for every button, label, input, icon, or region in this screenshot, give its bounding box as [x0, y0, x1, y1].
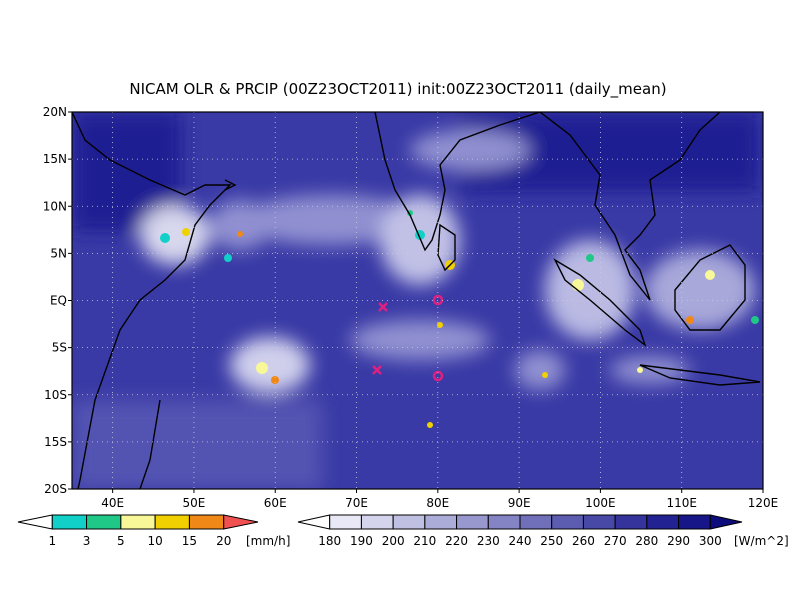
lat-label: 15N	[43, 152, 67, 166]
lon-label: 60E	[264, 496, 287, 510]
colorbar-end	[297, 514, 331, 530]
lat-label: 10N	[43, 199, 67, 213]
colorbar-label: 270	[604, 534, 627, 548]
colorbar-label: 190	[350, 534, 373, 548]
colorbar-label: 1	[48, 534, 56, 548]
colorbar-box	[51, 514, 88, 530]
colorbar-label: 260	[572, 534, 595, 548]
colorbar-box	[646, 514, 680, 530]
lon-label: 70E	[345, 496, 368, 510]
colorbar-box	[614, 514, 648, 530]
colorbar-label: 230	[477, 534, 500, 548]
colorbar-end	[17, 514, 53, 530]
lat-label: 15S	[44, 435, 67, 449]
colorbar-box	[86, 514, 122, 530]
map-field	[72, 112, 763, 489]
graticule	[72, 112, 763, 489]
colorbar-unit: [W/m^2]	[734, 534, 789, 548]
lon-label: 120E	[748, 496, 779, 510]
colorbar-box	[188, 514, 225, 530]
lon-label: 40E	[101, 496, 124, 510]
colorbar-box	[456, 514, 489, 530]
colorbar-label: 15	[182, 534, 197, 548]
lon-label: 80E	[426, 496, 449, 510]
colorbar-box	[424, 514, 458, 530]
colorbar-box	[519, 514, 553, 530]
colorbar-box	[582, 514, 616, 530]
colorbar-label: 210	[413, 534, 436, 548]
lat-label: 10S	[44, 388, 67, 402]
colorbar-label: 10	[148, 534, 163, 548]
colorbar-box	[360, 514, 394, 530]
legends: 1 3 5 10 15 20 [mm/h] 180 190 200 210 220 230 240 250 2…	[17, 514, 789, 548]
axes: 20N 15N 10N 5N EQ 5S 10S 15S 20S 40E 50E 60E 70E 80E 9…	[43, 105, 779, 510]
colorbar-label: 250	[540, 534, 563, 548]
colorbar-unit: [mm/h]	[246, 534, 290, 548]
lon-label: 100E	[585, 496, 616, 510]
colorbar-box	[120, 514, 156, 530]
lat-label: EQ	[50, 294, 67, 308]
coastlines	[72, 112, 761, 489]
precip-cells	[160, 210, 759, 428]
lon-label: 90E	[508, 496, 531, 510]
lon-label: 50E	[183, 496, 206, 510]
colorbar-box	[551, 514, 584, 530]
colorbar-label: 20	[216, 534, 231, 548]
colorbar-box	[392, 514, 426, 530]
colorbar-label: 5	[117, 534, 125, 548]
colorbar: 180 190 200 210 220 230 240 250 260 270 280 290 300 […	[297, 514, 789, 548]
colorbar-box	[329, 514, 362, 530]
colorbar-end	[223, 514, 259, 530]
colorbar-box	[678, 514, 711, 530]
colorbar-label: 290	[667, 534, 690, 548]
lat-label: 20N	[43, 105, 67, 119]
lat-label: 20S	[44, 482, 67, 496]
colorbar-label: 3	[83, 534, 91, 548]
colorbar-box	[487, 514, 521, 530]
colorbar-label: 220	[445, 534, 468, 548]
colorbar-label: 180	[318, 534, 341, 548]
colorbar-label: 240	[509, 534, 532, 548]
colorbar-end	[709, 514, 743, 530]
lon-label: 110E	[666, 496, 697, 510]
map-title: NICAM OLR & PRCIP (00Z23OCT2011) init:00…	[129, 80, 666, 99]
colorbar-box	[154, 514, 190, 530]
colorbar-label: 200	[382, 534, 405, 548]
colorbar-label: 300	[699, 534, 722, 548]
lat-label: 5S	[52, 341, 67, 355]
colorbar-label: 280	[635, 534, 658, 548]
colorbar: 1 3 5 10 15 20 [mm/h]	[17, 514, 290, 548]
lat-label: 5N	[50, 246, 67, 260]
